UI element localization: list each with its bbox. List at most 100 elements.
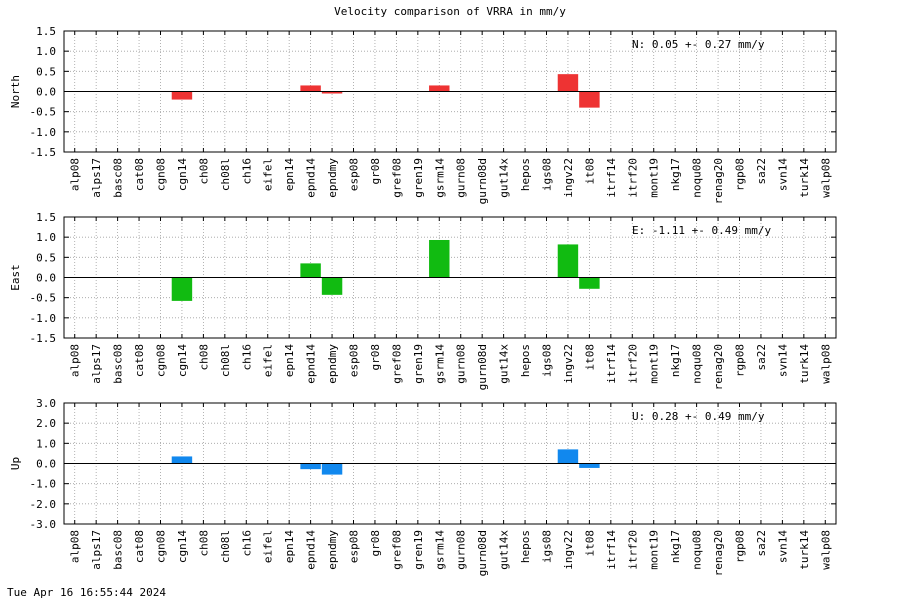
y-tick-label: 0.5 [36, 251, 56, 264]
bar-gsrm14 [429, 85, 450, 92]
x-tick-label-gurn08: gurn08 [455, 344, 468, 384]
y-tick-label: 0.5 [36, 65, 56, 78]
x-tick-label-renag20: renag20 [712, 158, 725, 204]
y-tick-label: 1.0 [36, 231, 56, 244]
x-tick-label-epn14: epn14 [283, 530, 296, 563]
bar-epnd14 [300, 85, 321, 92]
bar-cgn14 [171, 456, 193, 464]
x-tick-label-gsrm14: gsrm14 [433, 344, 446, 384]
x-tick-label-gref08: gref08 [390, 344, 403, 384]
x-tick-label-hepos: hepos [519, 530, 532, 563]
x-tick-label-epnd14: epnd14 [305, 344, 318, 384]
x-tick-label-ch08l: ch08l [219, 530, 232, 563]
x-tick-label-igs08: igs08 [541, 344, 554, 377]
y-tick-label: -3.0 [30, 518, 57, 531]
x-tick-label-epnd14: epnd14 [305, 158, 318, 198]
x-tick-label-itrf20: itrf20 [626, 530, 639, 570]
y-axis-label: East [9, 264, 22, 291]
x-tick-label-esp08: esp08 [348, 158, 361, 191]
x-tick-label-ch16: ch16 [240, 344, 253, 371]
x-tick-label-gurn08d: gurn08d [476, 344, 489, 390]
bar-epndmy [321, 277, 343, 295]
x-tick-label-cgn14: cgn14 [176, 344, 189, 377]
bar-ingv22 [557, 74, 579, 92]
x-tick-label-gurn08: gurn08 [455, 530, 468, 570]
x-tick-label-alps17: alps17 [90, 344, 103, 384]
x-tick-label-svn14: svn14 [776, 344, 789, 377]
x-tick-label-igs08: igs08 [541, 530, 554, 563]
x-tick-label-gsrm14: gsrm14 [433, 530, 446, 570]
x-tick-label-gren19: gren19 [412, 530, 425, 570]
x-tick-label-cat08: cat08 [133, 158, 146, 191]
x-tick-label-gref08: gref08 [390, 158, 403, 198]
y-tick-label: -0.5 [30, 106, 57, 119]
x-tick-label-cgn08: cgn08 [155, 158, 168, 191]
x-tick-label-rgp08: rgp08 [734, 344, 747, 377]
x-tick-label-walp08: walp08 [819, 344, 832, 384]
y-tick-label: 2.0 [36, 417, 56, 430]
y-tick-label: 1.5 [36, 25, 56, 38]
y-tick-label: -0.5 [30, 292, 57, 305]
x-tick-label-ch08: ch08 [197, 344, 210, 371]
panel-north: 1.5 1.0 0.5 0.0 -0.5 -1.0 -1.5 alp08 alps17 basc0… [9, 25, 837, 204]
x-tick-label-alp08: alp08 [69, 158, 82, 191]
x-tick-label-epndmy: epndmy [326, 530, 339, 570]
x-tick-label-nkg17: nkg17 [669, 530, 682, 563]
x-tick-label-mont19: mont19 [648, 344, 661, 384]
x-tick-label-cat08: cat08 [133, 530, 146, 563]
bar-it08 [579, 277, 600, 289]
bar-it08 [579, 91, 600, 108]
x-tick-label-gren19: gren19 [412, 344, 425, 384]
x-tick-label-itrf14: itrf14 [605, 344, 618, 384]
y-tick-label: 1.5 [36, 211, 56, 224]
x-tick-label-epn14: epn14 [283, 344, 296, 377]
x-tick-label-rgp08: rgp08 [734, 158, 747, 191]
x-tick-label-it08: it08 [583, 530, 596, 557]
timestamp: Tue Apr 16 16:55:44 2024 [7, 586, 166, 599]
y-tick-label: -1.0 [30, 126, 57, 139]
chart-title: Velocity comparison of VRRA in mm/y [334, 5, 566, 18]
x-tick-label-sa22: sa22 [755, 344, 768, 371]
x-tick-label-noqu08: noqu08 [691, 344, 704, 384]
y-tick-label: -1.0 [30, 312, 57, 325]
x-tick-label-gr08: gr08 [369, 344, 382, 371]
x-tick-label-it08: it08 [583, 158, 596, 185]
summary-annotation: N: 0.05 +- 0.27 mm/y [632, 38, 765, 51]
x-tick-label-gren19: gren19 [412, 158, 425, 198]
summary-annotation: E: -1.11 +- 0.49 mm/y [632, 224, 771, 237]
x-tick-label-noqu08: noqu08 [691, 530, 704, 570]
x-tick-label-cgn14: cgn14 [176, 530, 189, 563]
x-tick-label-turk14: turk14 [798, 158, 811, 198]
x-tick-label-itrf14: itrf14 [605, 530, 618, 570]
x-tick-label-ch16: ch16 [240, 158, 253, 185]
bar-epndmy [321, 463, 343, 475]
x-tick-label-cat08: cat08 [133, 344, 146, 377]
x-tick-label-eifel: eifel [262, 158, 275, 191]
x-tick-label-mont19: mont19 [648, 530, 661, 570]
x-tick-label-ch08l: ch08l [219, 344, 232, 377]
x-tick-label-gref08: gref08 [390, 530, 403, 570]
x-tick-label-ingv22: ingv22 [562, 158, 575, 198]
bar-epnd14 [300, 463, 321, 470]
x-tick-label-gut14x: gut14x [498, 344, 511, 384]
x-tick-label-renag20: renag20 [712, 344, 725, 390]
x-tick-label-sa22: sa22 [755, 158, 768, 185]
y-tick-label: 0.0 [36, 458, 56, 471]
y-tick-label: 0.0 [36, 272, 56, 285]
x-tick-label-gurn08d: gurn08d [476, 530, 489, 576]
x-tick-label-basc08: basc08 [112, 530, 125, 570]
x-tick-label-noqu08: noqu08 [691, 158, 704, 198]
x-tick-label-gurn08d: gurn08d [476, 158, 489, 204]
bar-epndmy [321, 91, 343, 94]
x-tick-label-hepos: hepos [519, 158, 532, 191]
x-tick-label-alp08: alp08 [69, 344, 82, 377]
x-tick-label-ingv22: ingv22 [562, 530, 575, 570]
y-tick-label: 0.0 [36, 86, 56, 99]
x-tick-label-walp08: walp08 [819, 158, 832, 198]
x-tick-label-ch16: ch16 [240, 530, 253, 557]
x-tick-label-cgn14: cgn14 [176, 158, 189, 191]
x-tick-label-walp08: walp08 [819, 530, 832, 570]
x-tick-label-turk14: turk14 [798, 530, 811, 570]
x-tick-label-itrf14: itrf14 [605, 158, 618, 198]
